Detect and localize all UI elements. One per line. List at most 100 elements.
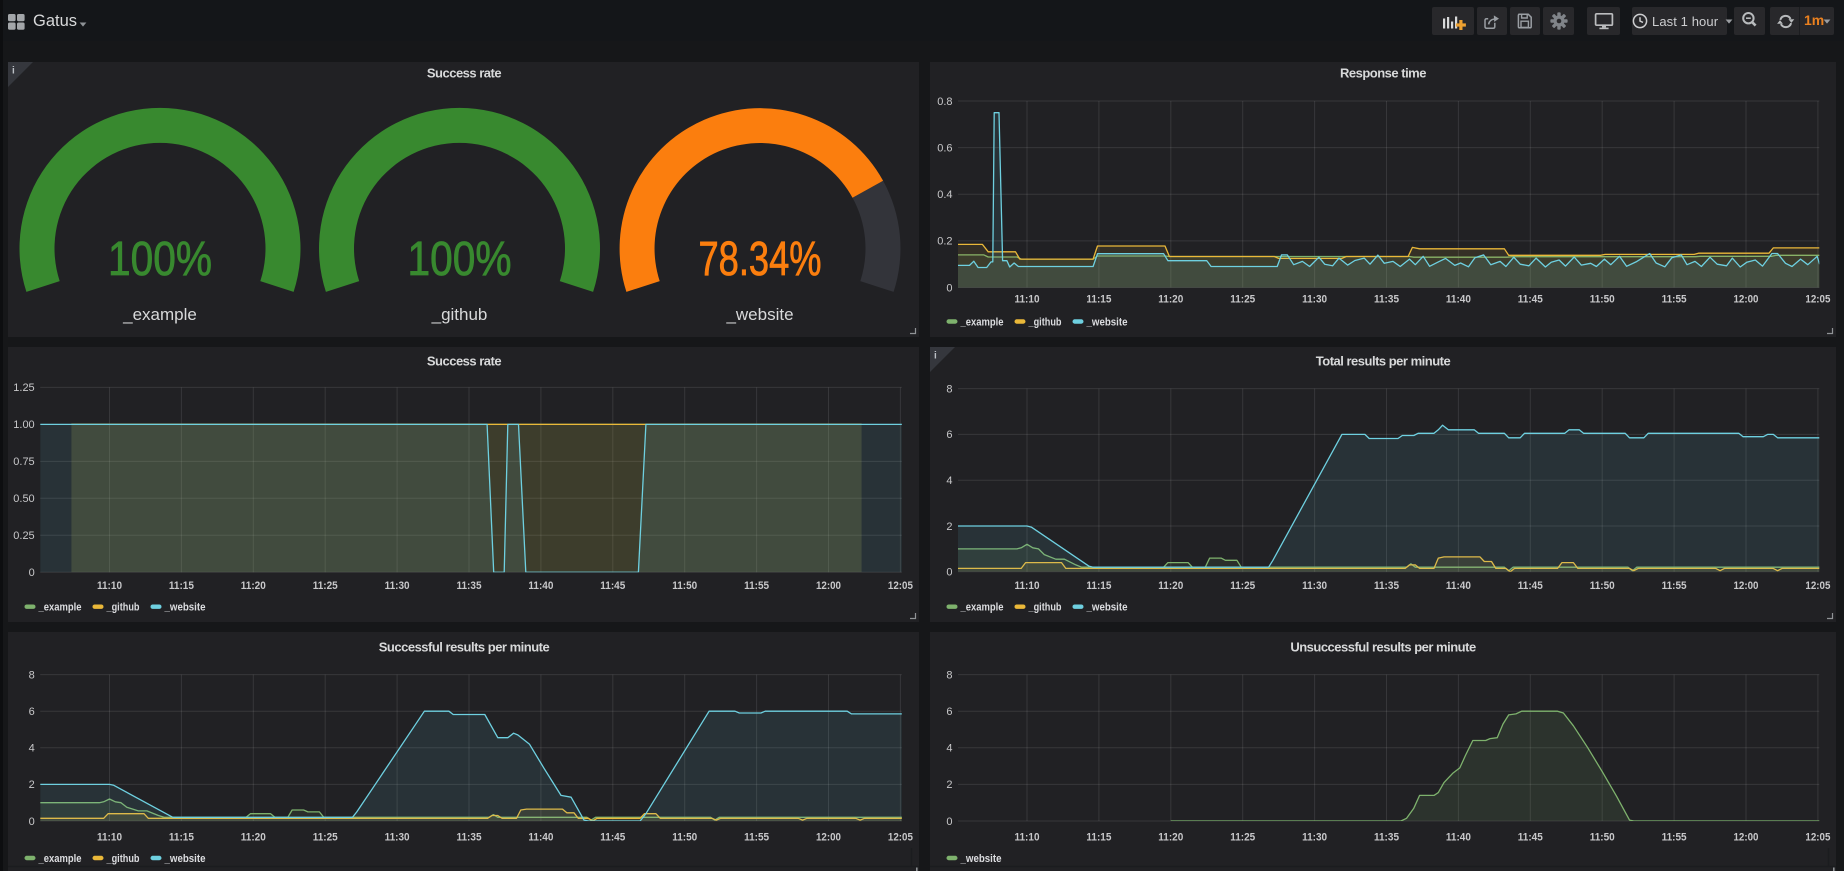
svg-text:_example: _example — [38, 853, 82, 865]
svg-text:11:30: 11:30 — [385, 580, 410, 592]
svg-text:11:35: 11:35 — [1374, 294, 1399, 306]
svg-text:11:55: 11:55 — [744, 580, 769, 592]
svg-text:11:35: 11:35 — [1374, 832, 1399, 844]
svg-text:11:10: 11:10 — [97, 832, 122, 844]
svg-text:0.25: 0.25 — [13, 530, 34, 542]
svg-text:11:55: 11:55 — [1662, 580, 1687, 592]
svg-text:12:05: 12:05 — [888, 580, 913, 592]
svg-text:0: 0 — [946, 567, 952, 579]
svg-text:_website: _website — [164, 602, 206, 614]
svg-text:0: 0 — [946, 282, 952, 294]
svg-text:i: i — [934, 351, 937, 362]
svg-text:11:20: 11:20 — [1158, 832, 1183, 844]
svg-text:11:45: 11:45 — [600, 580, 625, 592]
svg-text:0: 0 — [946, 816, 952, 828]
svg-text:_example: _example — [960, 317, 1004, 329]
svg-text:1.00: 1.00 — [13, 419, 34, 431]
svg-text:_example: _example — [122, 305, 197, 324]
svg-text:_github: _github — [106, 602, 140, 614]
svg-text:11:30: 11:30 — [1302, 294, 1327, 306]
svg-text:11:45: 11:45 — [1518, 580, 1543, 592]
svg-text:11:30: 11:30 — [1302, 580, 1327, 592]
svg-text:0.6: 0.6 — [937, 142, 952, 154]
svg-text:11:15: 11:15 — [169, 832, 194, 844]
svg-text:11:35: 11:35 — [457, 832, 482, 844]
svg-text:0.2: 0.2 — [937, 236, 952, 248]
svg-text:_example: _example — [960, 602, 1004, 614]
svg-text:11:20: 11:20 — [241, 832, 266, 844]
svg-text:0.8: 0.8 — [937, 96, 952, 108]
svg-text:Total results per minute: Total results per minute — [1316, 354, 1451, 369]
svg-text:8: 8 — [29, 669, 35, 681]
svg-text:4: 4 — [946, 475, 952, 487]
svg-text:100%: 100% — [108, 232, 212, 286]
svg-text:11:50: 11:50 — [672, 580, 697, 592]
svg-text:6: 6 — [29, 706, 35, 718]
svg-text:12:05: 12:05 — [1805, 294, 1830, 306]
svg-text:4: 4 — [29, 743, 35, 755]
svg-text:8: 8 — [946, 383, 952, 395]
svg-text:11:40: 11:40 — [1446, 832, 1471, 844]
svg-text:11:25: 11:25 — [1230, 294, 1255, 306]
svg-text:0.75: 0.75 — [13, 456, 34, 468]
svg-text:78.34%: 78.34% — [699, 232, 822, 286]
svg-text:2: 2 — [29, 779, 35, 791]
svg-text:11:30: 11:30 — [1302, 832, 1327, 844]
svg-text:11:50: 11:50 — [1590, 294, 1615, 306]
svg-text:12:00: 12:00 — [1734, 832, 1759, 844]
svg-text:11:45: 11:45 — [600, 832, 625, 844]
svg-text:11:25: 11:25 — [1230, 832, 1255, 844]
svg-text:11:40: 11:40 — [528, 832, 553, 844]
svg-text:1.25: 1.25 — [13, 382, 34, 394]
svg-text:8: 8 — [946, 669, 952, 681]
svg-text:11:45: 11:45 — [1518, 832, 1543, 844]
svg-text:11:40: 11:40 — [1446, 294, 1471, 306]
svg-text:_website: _website — [960, 853, 1002, 865]
svg-text:_github: _github — [431, 305, 488, 324]
svg-text:Success rate: Success rate — [427, 66, 501, 81]
svg-text:11:25: 11:25 — [313, 832, 338, 844]
svg-text:_website: _website — [1086, 602, 1128, 614]
svg-text:11:10: 11:10 — [1015, 832, 1040, 844]
svg-text:0: 0 — [29, 816, 35, 828]
svg-text:11:20: 11:20 — [1158, 580, 1183, 592]
svg-text:11:40: 11:40 — [528, 580, 553, 592]
svg-text:11:40: 11:40 — [1446, 580, 1471, 592]
svg-text:i: i — [12, 66, 15, 77]
svg-text:12:00: 12:00 — [1734, 294, 1759, 306]
svg-text:_website: _website — [164, 853, 206, 865]
svg-text:11:20: 11:20 — [241, 580, 266, 592]
svg-text:11:45: 11:45 — [1518, 294, 1543, 306]
svg-text:_github: _github — [106, 853, 140, 865]
svg-text:Unsuccessful results per minut: Unsuccessful results per minute — [1290, 640, 1476, 655]
svg-text:11:30: 11:30 — [385, 832, 410, 844]
svg-text:6: 6 — [946, 429, 952, 441]
svg-text:100%: 100% — [408, 232, 512, 286]
svg-text:11:35: 11:35 — [457, 580, 482, 592]
svg-text:11:20: 11:20 — [1158, 294, 1183, 306]
svg-text:12:05: 12:05 — [888, 832, 913, 844]
svg-text:11:15: 11:15 — [1086, 580, 1111, 592]
svg-text:11:50: 11:50 — [1590, 580, 1615, 592]
svg-text:11:55: 11:55 — [1662, 294, 1687, 306]
svg-text:_website: _website — [1086, 317, 1128, 329]
svg-text:11:15: 11:15 — [1086, 832, 1111, 844]
svg-text:12:05: 12:05 — [1805, 832, 1830, 844]
svg-text:4: 4 — [946, 743, 952, 755]
svg-text:2: 2 — [946, 521, 952, 533]
svg-text:Response time: Response time — [1340, 66, 1426, 81]
svg-text:11:55: 11:55 — [1662, 832, 1687, 844]
svg-text:12:00: 12:00 — [1734, 580, 1759, 592]
svg-text:_example: _example — [38, 602, 82, 614]
svg-text:11:10: 11:10 — [97, 580, 122, 592]
svg-text:6: 6 — [946, 706, 952, 718]
svg-text:Successful results per minute: Successful results per minute — [379, 640, 550, 655]
svg-text:0.50: 0.50 — [13, 493, 34, 505]
svg-text:Success rate: Success rate — [427, 354, 501, 369]
svg-text:12:05: 12:05 — [1805, 580, 1830, 592]
svg-text:2: 2 — [946, 779, 952, 791]
svg-text:11:15: 11:15 — [169, 580, 194, 592]
svg-text:_website: _website — [725, 305, 793, 324]
svg-text:0: 0 — [29, 567, 35, 579]
svg-text:0.4: 0.4 — [937, 189, 952, 201]
